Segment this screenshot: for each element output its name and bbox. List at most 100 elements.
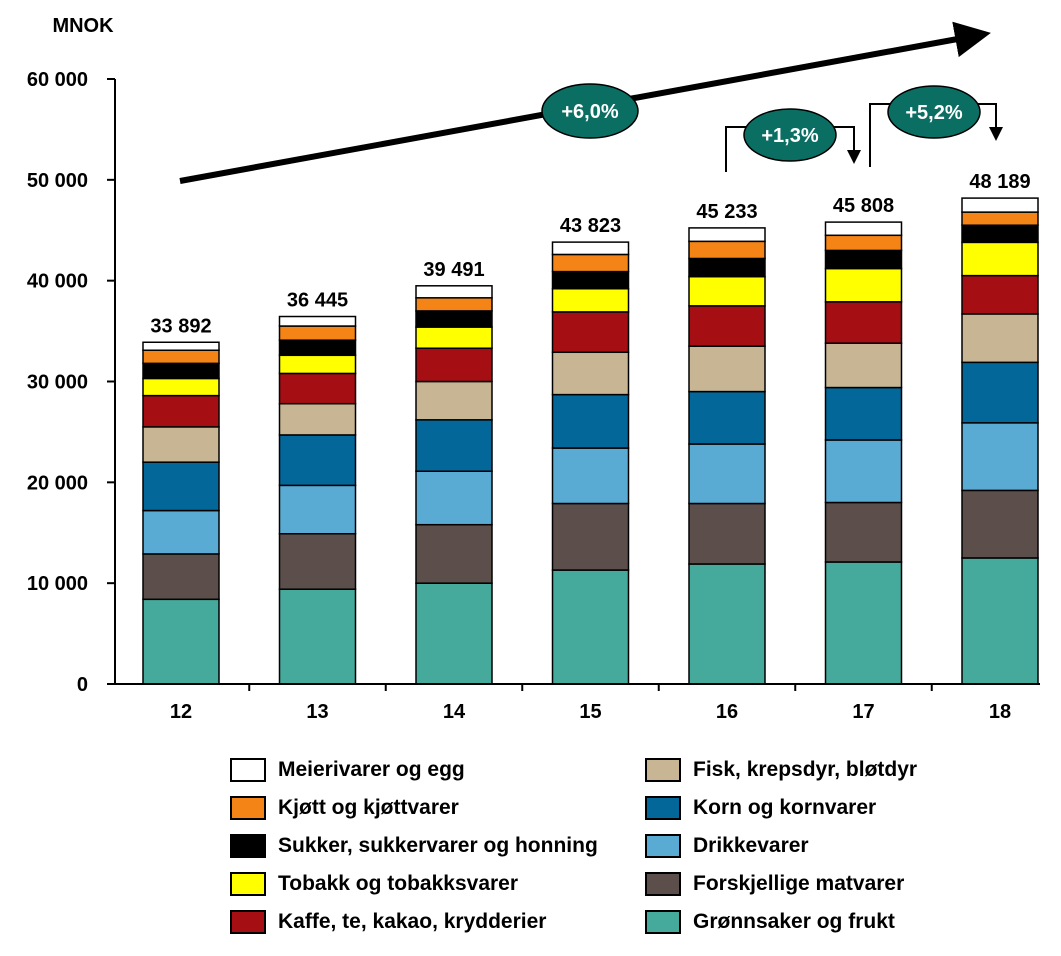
bar-segment	[824, 439, 903, 504]
x-axis-ticks: 12 13 14 15 16 17 18	[170, 684, 1011, 723]
legend-label: Korn og kornvarer	[693, 796, 877, 819]
overall-growth-annotation: +6,0%	[179, 21, 991, 184]
bar-segment	[688, 390, 766, 445]
growth-17-18-badge	[887, 85, 981, 139]
bar-segment	[688, 305, 766, 347]
bar-segment	[142, 426, 220, 463]
bar-segment	[551, 447, 630, 505]
bar-segment	[961, 274, 1039, 315]
bar-segment	[278, 434, 357, 487]
legend-label: Kjøtt og kjøttvarer	[278, 796, 459, 819]
bar-segment	[278, 354, 357, 375]
bar-segment	[688, 257, 766, 278]
bar-segment	[551, 502, 630, 571]
bar-segment	[824, 301, 903, 344]
legend-swatch	[645, 872, 681, 896]
bar-segment	[824, 249, 903, 270]
bar-segment	[961, 211, 1039, 226]
bar-segment	[415, 310, 493, 328]
bar-segment	[961, 224, 1039, 244]
bar-segment	[824, 501, 903, 563]
bars	[142, 197, 1039, 685]
legend-item: Kjøtt og kjøttvarer	[230, 793, 459, 823]
legend-label: Drikkevarer	[693, 834, 809, 857]
bar-segment	[142, 598, 220, 685]
legend-item: Kaffe, te, kakao, krydderier	[230, 907, 546, 937]
legend-item: Tobakk og tobakksvarer	[230, 869, 518, 899]
y-tick-label: 30 000	[27, 372, 88, 394]
legend-item: Forskjellige matvarer	[645, 869, 904, 899]
overall-growth-label: +6,0%	[561, 101, 618, 123]
growth-16-17-annotation: +1,3%	[725, 108, 861, 172]
bar-segment	[961, 422, 1039, 492]
legend-label: Forskjellige matvarer	[693, 872, 905, 895]
bar-segment	[824, 221, 903, 237]
bar-segment	[688, 502, 766, 565]
y-tick-label: 20 000	[27, 472, 88, 494]
legend-swatch	[230, 796, 266, 820]
total-label: 45 233	[696, 201, 757, 223]
bar-segment	[688, 563, 766, 685]
growth-17-18-label: +5,2%	[905, 102, 962, 124]
bar-segment	[688, 240, 766, 260]
bar-segment	[142, 394, 220, 428]
bar-segment	[278, 372, 357, 405]
bar-segment	[278, 325, 357, 341]
bar-segment	[278, 588, 357, 685]
x-tick-label: 16	[716, 701, 738, 723]
legend-item: Sukker, sukkervarer og honning	[230, 831, 598, 861]
legend-swatch	[645, 796, 681, 820]
bar-segment	[961, 313, 1039, 364]
total-labels: 33 892 36 445 39 491 43 823 45 233 45 808 48 1…	[150, 171, 1030, 337]
total-label: 39 491	[423, 259, 484, 281]
bar-segment	[551, 311, 630, 354]
bar-segment	[142, 377, 220, 397]
bar-segment	[142, 461, 220, 512]
x-tick-label: 14	[443, 701, 466, 723]
growth-17-18-arrowhead	[989, 127, 1003, 141]
bar-segment	[415, 419, 493, 472]
bar-segment	[415, 523, 493, 584]
bar-segment	[688, 443, 766, 505]
bar-segment	[961, 557, 1039, 685]
x-tick-label: 12	[170, 701, 192, 723]
legend-label: Kaffe, te, kakao, krydderier	[278, 910, 547, 933]
y-tick-label: 50 000	[27, 170, 88, 192]
legend-item: Fisk, krepsdyr, bløtdyr	[645, 755, 917, 785]
legend-swatch	[230, 834, 266, 858]
unit-label: MNOK	[52, 15, 114, 37]
legend-swatch	[645, 758, 681, 782]
legend-item: Drikkevarer	[645, 831, 809, 861]
bar-segment	[551, 287, 630, 313]
legend-swatch	[230, 872, 266, 896]
y-tick-label: 10 000	[27, 573, 88, 595]
bar-segment	[415, 297, 493, 312]
legend-swatch	[645, 834, 681, 858]
legend: Meierivarer og egg Kjøtt og kjøttvarer Suk…	[230, 755, 990, 955]
legend-swatch	[645, 910, 681, 934]
bar-segment	[688, 345, 766, 393]
bar-segment	[415, 326, 493, 349]
bar-segment	[688, 275, 766, 307]
growth-16-17-badge	[743, 108, 837, 162]
total-label: 48 189	[969, 171, 1030, 193]
bar-segment	[278, 315, 357, 327]
bar-segment	[961, 197, 1039, 213]
legend-label: Meierivarer og egg	[278, 758, 465, 781]
bar-segment	[142, 553, 220, 601]
y-tick-label: 0	[77, 674, 88, 696]
bar-segment	[278, 484, 357, 535]
bar-segment	[551, 241, 630, 256]
y-tick-label: 40 000	[27, 271, 88, 293]
x-tick-label: 17	[852, 701, 874, 723]
bar-segment	[824, 386, 903, 441]
bar-segment	[415, 470, 493, 526]
legend-label: Grønnsaker og frukt	[693, 910, 895, 933]
legend-item: Korn og kornvarer	[645, 793, 876, 823]
legend-label: Tobakk og tobakksvarer	[278, 872, 519, 895]
y-axis-ticks: 0 10 000 20 000 30 000 40 000 50 000 60 000	[27, 69, 115, 696]
x-tick-label: 13	[306, 701, 328, 723]
bar-segment	[142, 341, 220, 351]
bar-segment	[551, 569, 630, 685]
